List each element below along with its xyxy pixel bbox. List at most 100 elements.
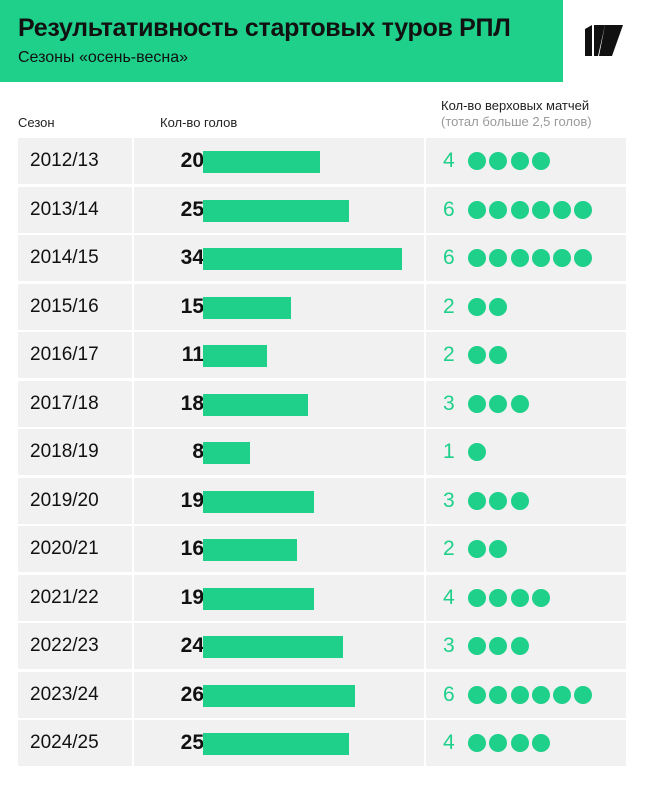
match-dot (468, 637, 486, 655)
season-cell: 2012/13 (18, 138, 132, 184)
matches-dots (468, 152, 553, 170)
matches-dots (468, 394, 532, 413)
matches-count: 2 (443, 294, 455, 318)
matches-cell: 6 (426, 186, 626, 233)
match-dot (468, 588, 486, 607)
match-dot (489, 249, 508, 267)
season-label: 2016/17 (30, 344, 99, 365)
goals-value: 19 (180, 585, 204, 609)
matches-cell: 4 (426, 720, 626, 766)
header-matches-note: (тотал больше 2,5 голов) (441, 114, 592, 129)
goals-value: 19 (180, 488, 204, 512)
goals-bar (203, 248, 402, 270)
table-row: 2020/21 16 2 (18, 526, 626, 572)
season-label: 2024/25 (30, 732, 99, 753)
matches-count: 3 (443, 391, 455, 415)
match-dot (531, 152, 550, 170)
season-label: 2017/18 (30, 392, 99, 414)
season-cell: 2019/20 (18, 477, 132, 524)
goals-bar (203, 587, 315, 610)
goals-value: 24 (180, 634, 204, 657)
season-label: 2022/23 (30, 635, 99, 656)
match-dot (468, 491, 486, 510)
match-dot (468, 346, 486, 364)
goals-cell: 11 (134, 332, 424, 378)
matches-dots (468, 200, 596, 219)
matches-cell: 3 (426, 623, 626, 669)
goals-bar (203, 345, 268, 367)
goals-value: 25 (180, 197, 204, 221)
table-row: 2016/17 11 2 (18, 332, 626, 378)
goals-value: 18 (180, 391, 204, 415)
season-label: 2021/22 (30, 586, 99, 608)
season-cell: 2021/22 (18, 574, 132, 621)
season-label: 2012/13 (30, 150, 99, 171)
table-row: 2021/22 19 4 (18, 574, 626, 621)
match-dot (510, 491, 529, 510)
match-dot (468, 297, 486, 316)
match-dot (531, 734, 550, 752)
matches-cell: 6 (426, 235, 626, 281)
season-label: 2013/14 (30, 198, 99, 220)
header-season: Сезон (18, 115, 55, 130)
season-cell: 2020/21 (18, 526, 132, 572)
matches-dots (468, 637, 532, 655)
matches-dots (468, 734, 553, 752)
goals-bar (203, 199, 350, 222)
matches-cell: 6 (426, 671, 626, 718)
header-goals: Кол-во голов (160, 115, 238, 130)
goals-value: 20 (180, 149, 204, 172)
match-dot (531, 200, 550, 219)
match-dot (510, 637, 529, 655)
page-subtitle: Сезоны «осень-весна» (18, 49, 188, 66)
season-cell: 2016/17 (18, 332, 132, 378)
season-label: 2019/20 (30, 489, 99, 511)
match-dot (489, 588, 508, 607)
matches-dots (468, 443, 489, 461)
match-dot (489, 297, 508, 316)
match-dot (489, 200, 508, 219)
matches-cell: 4 (426, 574, 626, 621)
season-label: 2018/19 (30, 441, 99, 462)
match-dot (510, 394, 529, 413)
matches-count: 1 (443, 440, 455, 463)
match-dot (510, 200, 529, 219)
season-cell: 2014/15 (18, 235, 132, 281)
goals-value: 15 (180, 294, 204, 318)
match-dot (510, 588, 529, 607)
match-dot (553, 249, 572, 267)
match-dot (468, 152, 486, 170)
season-cell: 2015/16 (18, 283, 132, 330)
goals-cell: 20 (134, 138, 424, 184)
match-dot (489, 637, 508, 655)
season-cell: 2013/14 (18, 186, 132, 233)
logo (563, 0, 645, 82)
goals-value: 11 (181, 343, 204, 366)
matches-cell: 3 (426, 477, 626, 524)
matches-cell: 2 (426, 332, 626, 378)
goals-value: 26 (180, 682, 204, 706)
goals-bar (203, 636, 344, 658)
table-row: 2017/18 18 3 (18, 380, 626, 427)
match-dot (489, 685, 508, 704)
season-cell: 2023/24 (18, 671, 132, 718)
season-label: 2020/21 (30, 538, 99, 559)
season-label: 2015/16 (30, 295, 99, 317)
match-dot (574, 200, 593, 219)
matches-count: 2 (443, 343, 455, 366)
goals-cell: 8 (134, 429, 424, 475)
table-row: 2024/25 25 4 (18, 720, 626, 766)
season-label: 2023/24 (30, 683, 99, 705)
matches-cell: 3 (426, 380, 626, 427)
goals-value: 34 (180, 246, 204, 269)
matches-cell: 2 (426, 526, 626, 572)
matches-dots (468, 588, 553, 607)
goals-cell: 19 (134, 477, 424, 524)
match-dot (553, 200, 572, 219)
match-dot (510, 152, 529, 170)
match-dot (553, 685, 572, 704)
season-label: 2014/15 (30, 247, 99, 268)
match-dot (531, 685, 550, 704)
matches-cell: 2 (426, 283, 626, 330)
goals-bar (203, 296, 291, 319)
